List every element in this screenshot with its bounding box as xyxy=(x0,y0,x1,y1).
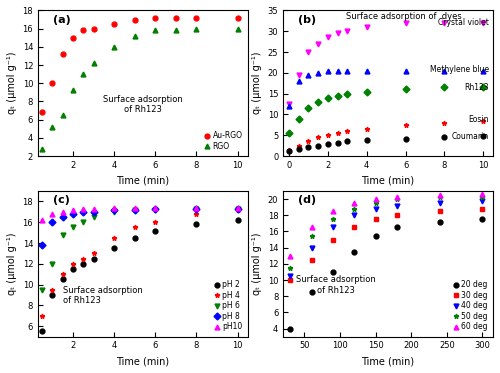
Text: (d): (d) xyxy=(298,195,316,206)
Text: Crystal violet: Crystal violet xyxy=(438,18,489,28)
Text: (b): (b) xyxy=(298,15,316,25)
Text: Coumarin: Coumarin xyxy=(452,132,489,141)
Text: Eosin: Eosin xyxy=(468,115,489,124)
Legend: pH 2, pH 4, pH 6, pH 8, pH10: pH 2, pH 4, pH 6, pH 8, pH10 xyxy=(212,279,244,333)
Text: (a): (a) xyxy=(52,15,70,25)
Y-axis label: qₜ (μmol g⁻¹): qₜ (μmol g⁻¹) xyxy=(252,233,262,295)
X-axis label: Time (min): Time (min) xyxy=(116,356,170,366)
X-axis label: Time (min): Time (min) xyxy=(116,175,170,185)
Legend: Au-RGO, RGO: Au-RGO, RGO xyxy=(202,130,244,152)
Y-axis label: qₜ (μmol g⁻¹): qₜ (μmol g⁻¹) xyxy=(7,52,17,115)
Y-axis label: qₜ (μmol g⁻¹): qₜ (μmol g⁻¹) xyxy=(7,233,17,295)
Legend: 20 deg, 30 deg, 40 deg, 50 deg, 60 deg: 20 deg, 30 deg, 40 deg, 50 deg, 60 deg xyxy=(452,279,489,333)
Text: Surface adsorption of  dyes: Surface adsorption of dyes xyxy=(346,12,462,21)
Text: (c): (c) xyxy=(52,195,70,206)
Text: Surface adsorption
of Rh123: Surface adsorption of Rh123 xyxy=(296,276,376,295)
Text: Surface adsorption
of Rh123: Surface adsorption of Rh123 xyxy=(103,95,183,114)
Text: Surface adsorption
of Rh123: Surface adsorption of Rh123 xyxy=(63,286,143,305)
X-axis label: Time (min): Time (min) xyxy=(362,356,414,366)
Text: Methylene blue: Methylene blue xyxy=(430,65,489,74)
X-axis label: Time (min): Time (min) xyxy=(362,175,414,185)
Y-axis label: qₜ (μmol g⁻¹): qₜ (μmol g⁻¹) xyxy=(252,52,262,115)
Text: Rh123: Rh123 xyxy=(464,83,489,92)
